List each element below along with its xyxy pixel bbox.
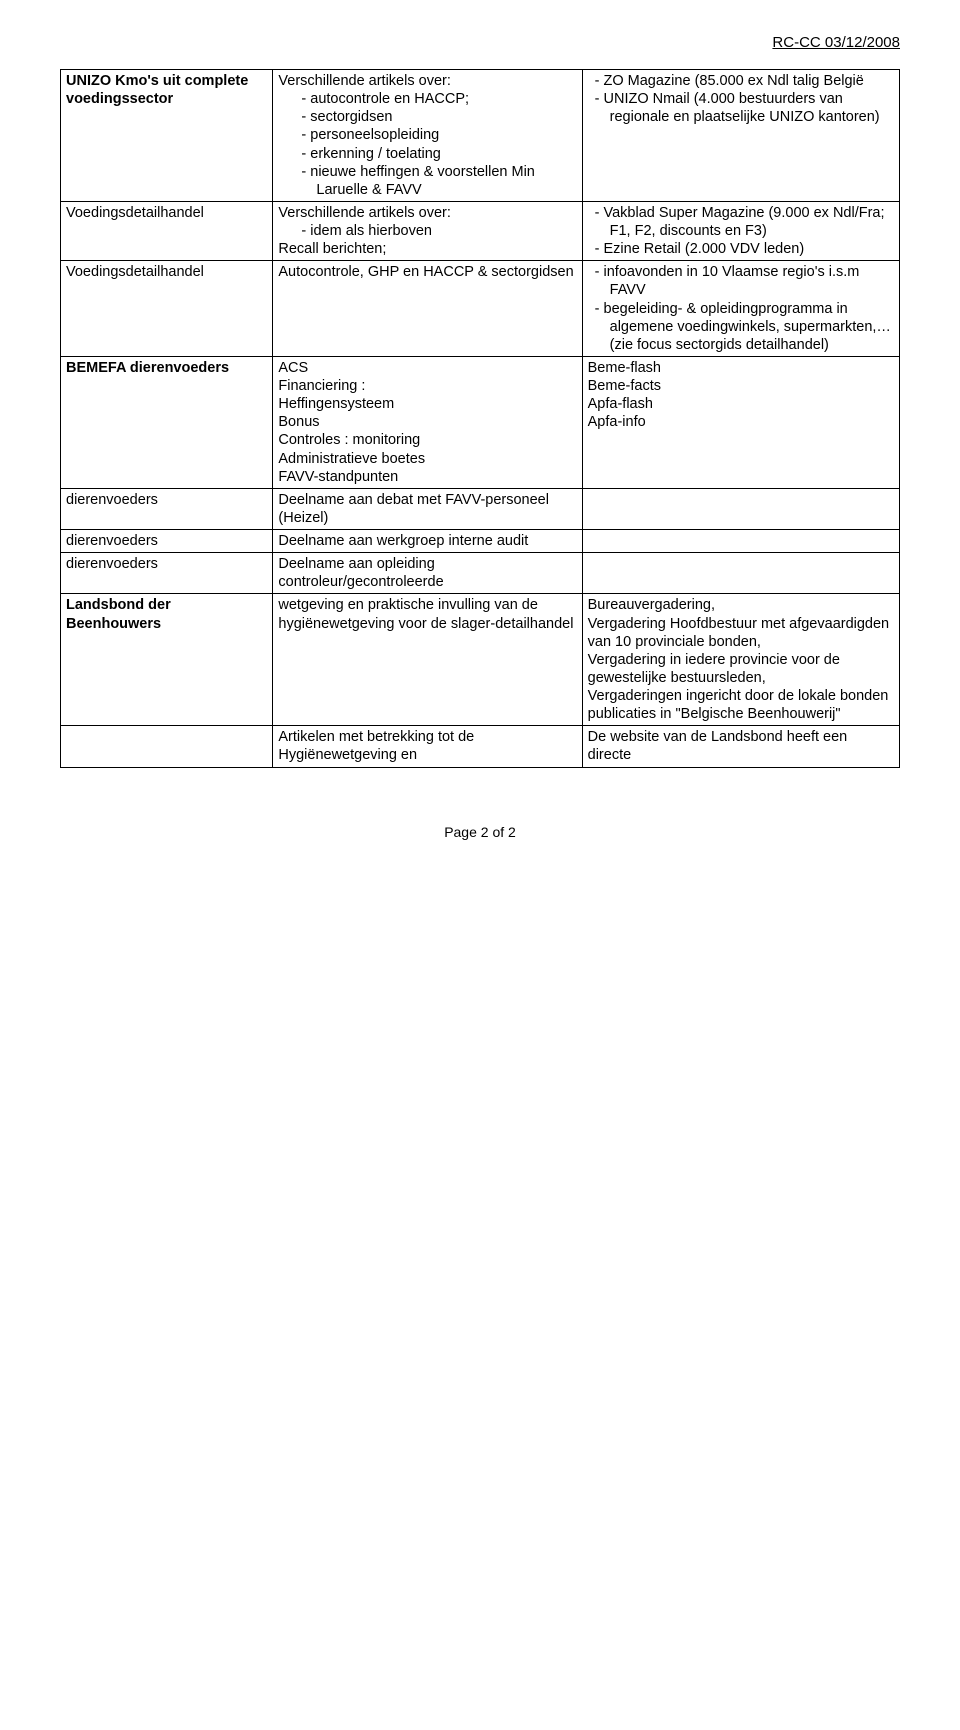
table-row: BEMEFA dierenvoeders ACS Financiering : … [61, 356, 900, 488]
col2-text: wetgeving en praktische invulling van de… [273, 594, 582, 726]
col2-list: autocontrole en HACCP; sectorgidsen pers… [278, 90, 576, 199]
col3-line: Apfa-flash [588, 395, 894, 413]
col2-line: Controles : monitoring [278, 431, 576, 449]
col3-text [582, 488, 899, 529]
col3-line: Beme-flash [588, 359, 894, 377]
col2-after: Recall berichten; [278, 240, 576, 258]
col3-line: Vergadering Hoofdbestuur met afgevaardig… [588, 615, 894, 651]
col3-list: ZO Magazine (85.000 ex Ndl talig België … [588, 72, 894, 126]
col3-line: Beme-facts [588, 377, 894, 395]
col2-intro: Verschillende artikels over: [278, 204, 576, 222]
row-label: UNIZO Kmo's uit complete voedingssector [66, 73, 248, 107]
list-item: sectorgidsen [278, 108, 576, 126]
row-label: Landsbond der Beenhouwers [66, 597, 171, 631]
row-label [61, 726, 273, 767]
table-row: dierenvoeders Deelname aan opleiding con… [61, 553, 900, 594]
list-item: erkenning / toelating [278, 145, 576, 163]
col3-line: Vergaderingen ingericht door de lokale b… [588, 687, 894, 705]
col3-line: Apfa-info [588, 413, 894, 431]
col2-text: Autocontrole, GHP en HACCP & sectorgidse… [273, 261, 582, 357]
col3-line: publicaties in "Belgische Beenhouwerij" [588, 705, 894, 723]
page-container: RC-CC 03/12/2008 UNIZO Kmo's uit complet… [0, 0, 960, 870]
col3-text [582, 553, 899, 594]
col2-text: Artikelen met betrekking tot de Hygiënew… [273, 726, 582, 767]
list-item: Vakblad Super Magazine (9.000 ex Ndl/Fra… [588, 204, 894, 240]
col3-line: Bureauvergadering, [588, 596, 894, 614]
col2-text: Deelname aan opleiding controleur/gecont… [273, 553, 582, 594]
col2-line: FAVV-standpunten [278, 468, 576, 486]
doc-reference: RC-CC 03/12/2008 [60, 34, 900, 51]
col2-text: Deelname aan debat met FAVV-personeel (H… [273, 488, 582, 529]
col2-text: Deelname aan werkgroep interne audit [273, 530, 582, 553]
content-table: UNIZO Kmo's uit complete voedingssector … [60, 69, 900, 768]
col2-line: Heffingensysteem [278, 395, 576, 413]
row-label: BEMEFA dierenvoeders [66, 360, 229, 376]
list-item: nieuwe heffingen & voorstellen Min Larue… [278, 163, 576, 199]
col3-text [582, 530, 899, 553]
row-label: Voedingsdetailhandel [61, 261, 273, 357]
row-label: dierenvoeders [61, 488, 273, 529]
list-item: personeelsopleiding [278, 126, 576, 144]
col2-line: Bonus [278, 413, 576, 431]
row-label: dierenvoeders [61, 530, 273, 553]
list-item: infoavonden in 10 Vlaamse regio's i.s.m … [588, 263, 894, 299]
col3-list: infoavonden in 10 Vlaamse regio's i.s.m … [588, 263, 894, 354]
list-item: idem als hierboven [278, 222, 576, 240]
list-item: begeleiding- & opleidingprogramma in alg… [588, 300, 894, 354]
row-label: dierenvoeders [61, 553, 273, 594]
col2-list: idem als hierboven [278, 222, 576, 240]
list-item: UNIZO Nmail (4.000 bestuurders van regio… [588, 90, 894, 126]
list-item: Ezine Retail (2.000 VDV leden) [588, 240, 894, 258]
table-row: UNIZO Kmo's uit complete voedingssector … [61, 70, 900, 202]
col2-line: Financiering : [278, 377, 576, 395]
table-row: Voedingsdetailhandel Verschillende artik… [61, 201, 900, 260]
table-row: Artikelen met betrekking tot de Hygiënew… [61, 726, 900, 767]
col2-line: Administratieve boetes [278, 450, 576, 468]
table-row: Landsbond der Beenhouwers wetgeving en p… [61, 594, 900, 726]
table-row: Voedingsdetailhandel Autocontrole, GHP e… [61, 261, 900, 357]
col2-intro: Verschillende artikels over: [278, 72, 576, 90]
table-row: dierenvoeders Deelname aan werkgroep int… [61, 530, 900, 553]
page-footer: Page 2 of 2 [60, 768, 900, 840]
col3-list: Vakblad Super Magazine (9.000 ex Ndl/Fra… [588, 204, 894, 258]
table-row: dierenvoeders Deelname aan debat met FAV… [61, 488, 900, 529]
col2-line: ACS [278, 359, 576, 377]
row-label: Voedingsdetailhandel [61, 201, 273, 260]
col3-line: Vergadering in iedere provincie voor de … [588, 651, 894, 687]
list-item: ZO Magazine (85.000 ex Ndl talig België [588, 72, 894, 90]
col3-text: De website van de Landsbond heeft een di… [582, 726, 899, 767]
list-item: autocontrole en HACCP; [278, 90, 576, 108]
